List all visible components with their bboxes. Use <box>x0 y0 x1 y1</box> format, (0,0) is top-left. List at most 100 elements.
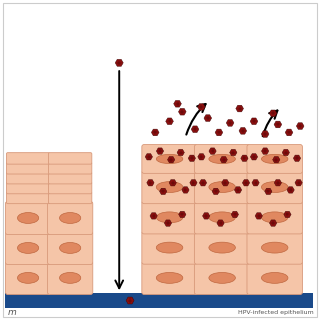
Polygon shape <box>230 149 237 156</box>
Polygon shape <box>179 211 186 218</box>
FancyBboxPatch shape <box>6 192 50 204</box>
Polygon shape <box>274 121 282 128</box>
FancyBboxPatch shape <box>6 153 50 164</box>
Polygon shape <box>145 154 153 160</box>
Ellipse shape <box>209 154 236 164</box>
Polygon shape <box>150 213 157 219</box>
FancyBboxPatch shape <box>49 163 92 174</box>
FancyBboxPatch shape <box>49 192 92 204</box>
FancyBboxPatch shape <box>247 261 302 294</box>
Polygon shape <box>166 118 173 124</box>
FancyBboxPatch shape <box>5 261 51 294</box>
FancyBboxPatch shape <box>195 231 250 264</box>
Polygon shape <box>255 213 262 219</box>
Polygon shape <box>274 180 282 186</box>
Polygon shape <box>209 148 216 154</box>
Ellipse shape <box>261 212 288 223</box>
Polygon shape <box>156 148 164 154</box>
FancyBboxPatch shape <box>142 171 197 204</box>
Ellipse shape <box>209 242 236 253</box>
Polygon shape <box>236 105 244 112</box>
Polygon shape <box>199 180 207 186</box>
Polygon shape <box>284 211 291 218</box>
FancyBboxPatch shape <box>142 145 197 173</box>
Ellipse shape <box>18 272 39 283</box>
Polygon shape <box>287 187 294 193</box>
Polygon shape <box>191 126 199 132</box>
Polygon shape <box>190 180 197 186</box>
FancyBboxPatch shape <box>195 171 250 204</box>
Polygon shape <box>282 149 290 156</box>
FancyBboxPatch shape <box>6 182 50 194</box>
Text: m: m <box>8 308 16 317</box>
FancyBboxPatch shape <box>6 163 50 174</box>
Polygon shape <box>265 188 272 195</box>
Ellipse shape <box>261 242 288 253</box>
Polygon shape <box>115 59 123 66</box>
Ellipse shape <box>18 212 39 223</box>
Polygon shape <box>261 131 269 137</box>
Ellipse shape <box>209 212 236 223</box>
Polygon shape <box>147 180 154 186</box>
Bar <box>5 293 313 308</box>
Polygon shape <box>212 188 220 195</box>
Polygon shape <box>231 211 238 218</box>
FancyBboxPatch shape <box>49 153 92 164</box>
FancyBboxPatch shape <box>247 171 302 204</box>
Polygon shape <box>220 156 228 163</box>
Polygon shape <box>293 155 301 161</box>
FancyBboxPatch shape <box>6 172 50 184</box>
Polygon shape <box>203 213 210 219</box>
Polygon shape <box>250 118 258 124</box>
Polygon shape <box>241 155 248 161</box>
Ellipse shape <box>209 272 236 283</box>
FancyBboxPatch shape <box>5 231 51 265</box>
FancyBboxPatch shape <box>195 201 250 234</box>
Ellipse shape <box>60 272 81 283</box>
Ellipse shape <box>156 212 183 223</box>
Polygon shape <box>285 129 293 136</box>
Polygon shape <box>242 180 250 186</box>
FancyBboxPatch shape <box>142 231 197 264</box>
Polygon shape <box>250 154 258 160</box>
FancyBboxPatch shape <box>49 172 92 184</box>
Ellipse shape <box>209 182 236 193</box>
Ellipse shape <box>156 272 183 283</box>
Polygon shape <box>239 127 247 134</box>
Polygon shape <box>273 156 280 163</box>
Ellipse shape <box>156 182 183 193</box>
Polygon shape <box>179 108 186 115</box>
Polygon shape <box>252 180 259 186</box>
Polygon shape <box>269 110 277 117</box>
Polygon shape <box>174 100 181 107</box>
FancyBboxPatch shape <box>247 231 302 264</box>
FancyBboxPatch shape <box>195 261 250 294</box>
Ellipse shape <box>60 243 81 253</box>
Polygon shape <box>198 154 205 160</box>
Polygon shape <box>169 180 176 186</box>
Ellipse shape <box>261 154 288 164</box>
Polygon shape <box>222 180 229 186</box>
Ellipse shape <box>18 243 39 253</box>
FancyBboxPatch shape <box>247 145 302 173</box>
FancyBboxPatch shape <box>5 201 51 235</box>
Polygon shape <box>269 220 277 226</box>
Polygon shape <box>188 155 196 161</box>
Polygon shape <box>204 115 212 121</box>
Polygon shape <box>126 297 134 304</box>
Text: HPV-infected epithelium: HPV-infected epithelium <box>238 310 314 316</box>
FancyBboxPatch shape <box>142 201 197 234</box>
Polygon shape <box>296 123 304 129</box>
Polygon shape <box>164 220 172 226</box>
Polygon shape <box>234 187 242 193</box>
Polygon shape <box>295 180 302 186</box>
FancyBboxPatch shape <box>48 231 93 265</box>
Ellipse shape <box>60 212 81 223</box>
Polygon shape <box>177 149 184 156</box>
FancyBboxPatch shape <box>49 182 92 194</box>
Ellipse shape <box>261 182 288 193</box>
Polygon shape <box>151 129 159 136</box>
Polygon shape <box>261 148 269 154</box>
Polygon shape <box>215 129 223 136</box>
FancyBboxPatch shape <box>195 145 250 173</box>
